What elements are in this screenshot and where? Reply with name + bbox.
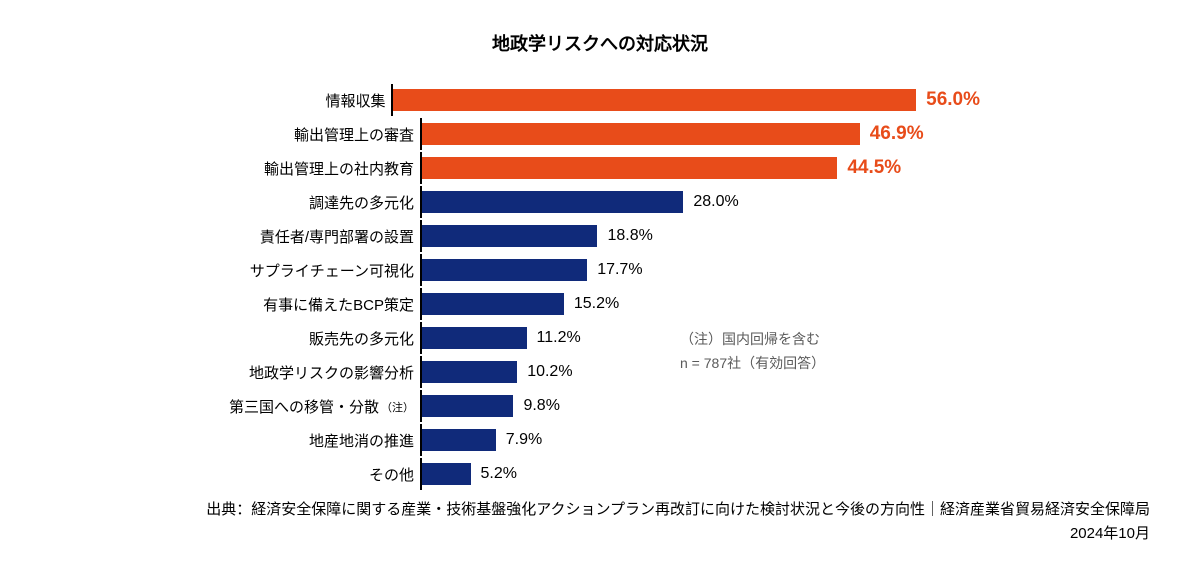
row-label: 販売先の多元化 bbox=[220, 328, 420, 349]
row-label: 輸出管理上の社内教育 bbox=[220, 158, 420, 179]
bar bbox=[422, 429, 496, 451]
chart-row: サプライチェーン可視化 17.7% bbox=[220, 254, 980, 286]
bar-track: 18.8% bbox=[420, 220, 980, 252]
source-line-2: 2024年10月 bbox=[1070, 525, 1150, 542]
bar-value: 10.2% bbox=[527, 363, 572, 381]
row-label: 情報収集 bbox=[220, 90, 391, 111]
bar-value: 17.7% bbox=[597, 261, 642, 279]
bar bbox=[422, 225, 597, 247]
row-label-note: （注） bbox=[381, 402, 414, 414]
bar bbox=[393, 89, 916, 111]
row-label: 有事に備えたBCP策定 bbox=[220, 294, 420, 315]
bar bbox=[422, 395, 513, 417]
bar bbox=[422, 123, 860, 145]
row-label: 地産地消の推進 bbox=[220, 430, 420, 451]
bar-track: 56.0% bbox=[391, 84, 980, 116]
bar bbox=[422, 157, 837, 179]
bar-value: 9.8% bbox=[523, 397, 559, 415]
chart-row: 輸出管理上の社内教育 44.5% bbox=[220, 152, 980, 184]
row-label: その他 bbox=[220, 464, 420, 485]
chart-row: 販売先の多元化 11.2% bbox=[220, 322, 980, 354]
footnote-line: （注）国内回帰を含む bbox=[680, 328, 825, 352]
bar-track: 17.7% bbox=[420, 254, 980, 286]
bar-track: 44.5% bbox=[420, 152, 980, 184]
chart-body: 情報収集 56.0% 輸出管理上の審査 46.9% 輸出管理上の社内教育 44.5% 調達先… bbox=[220, 84, 980, 490]
bar-value: 28.0% bbox=[693, 193, 738, 211]
bar-value: 11.2% bbox=[537, 329, 581, 347]
bar-track: 46.9% bbox=[420, 118, 980, 150]
chart-row: 第三国への移管・分散（注） 9.8% bbox=[220, 390, 980, 422]
chart-row: 地政学リスクの影響分析 10.2% bbox=[220, 356, 980, 388]
chart-container: 地政学リスクへの対応状況 情報収集56.0%輸出管理上の審査46.9%輸出管理上… bbox=[0, 0, 1200, 490]
source-citation: 出典：経済安全保障に関する産業・技術基盤強化アクションプラン再改訂に向けた検討状… bbox=[50, 498, 1150, 546]
row-label: 責任者/専門部署の設置 bbox=[220, 226, 420, 247]
chart-row: 有事に備えたBCP策定 15.2% bbox=[220, 288, 980, 320]
row-label: 調達先の多元化 bbox=[220, 192, 420, 213]
row-label: 第三国への移管・分散（注） bbox=[220, 396, 420, 417]
row-label: 地政学リスクの影響分析 bbox=[220, 362, 420, 383]
bar-value: 5.2% bbox=[481, 465, 517, 483]
chart-row: その他 5.2% bbox=[220, 458, 980, 490]
row-label: 輸出管理上の審査 bbox=[220, 124, 420, 145]
bar-value: 56.0% bbox=[926, 89, 980, 111]
bar-value: 46.9% bbox=[870, 123, 924, 145]
bar-track: 7.9% bbox=[420, 424, 980, 456]
bar bbox=[422, 361, 517, 383]
bar-track: 28.0% bbox=[420, 186, 980, 218]
footnote-line: n = 787社（有効回答） bbox=[680, 352, 825, 376]
chart-footnotes: （注）国内回帰を含むn = 787社（有効回答） bbox=[680, 328, 825, 376]
chart-title: 地政学リスクへの対応状況 bbox=[0, 30, 1200, 56]
bar bbox=[422, 327, 527, 349]
row-label: サプライチェーン可視化 bbox=[220, 260, 420, 281]
bar-value: 18.8% bbox=[607, 227, 652, 245]
bar-track: 15.2% bbox=[420, 288, 980, 320]
chart-row: 地産地消の推進 7.9% bbox=[220, 424, 980, 456]
bar bbox=[422, 191, 683, 213]
chart-row: 調達先の多元化 28.0% bbox=[220, 186, 980, 218]
bar-value: 7.9% bbox=[506, 431, 542, 449]
bar-track: 9.8% bbox=[420, 390, 980, 422]
bar-value: 15.2% bbox=[574, 295, 619, 313]
source-line-1: 出典：経済安全保障に関する産業・技術基盤強化アクションプラン再改訂に向けた検討状… bbox=[206, 501, 1150, 518]
chart-row: 情報収集 56.0% bbox=[220, 84, 980, 116]
bar bbox=[422, 293, 564, 315]
chart-row: 輸出管理上の審査 46.9% bbox=[220, 118, 980, 150]
bar bbox=[422, 259, 587, 281]
bar-track: 5.2% bbox=[420, 458, 980, 490]
bar bbox=[422, 463, 471, 485]
chart-row: 責任者/専門部署の設置 18.8% bbox=[220, 220, 980, 252]
bar-value: 44.5% bbox=[847, 157, 901, 179]
